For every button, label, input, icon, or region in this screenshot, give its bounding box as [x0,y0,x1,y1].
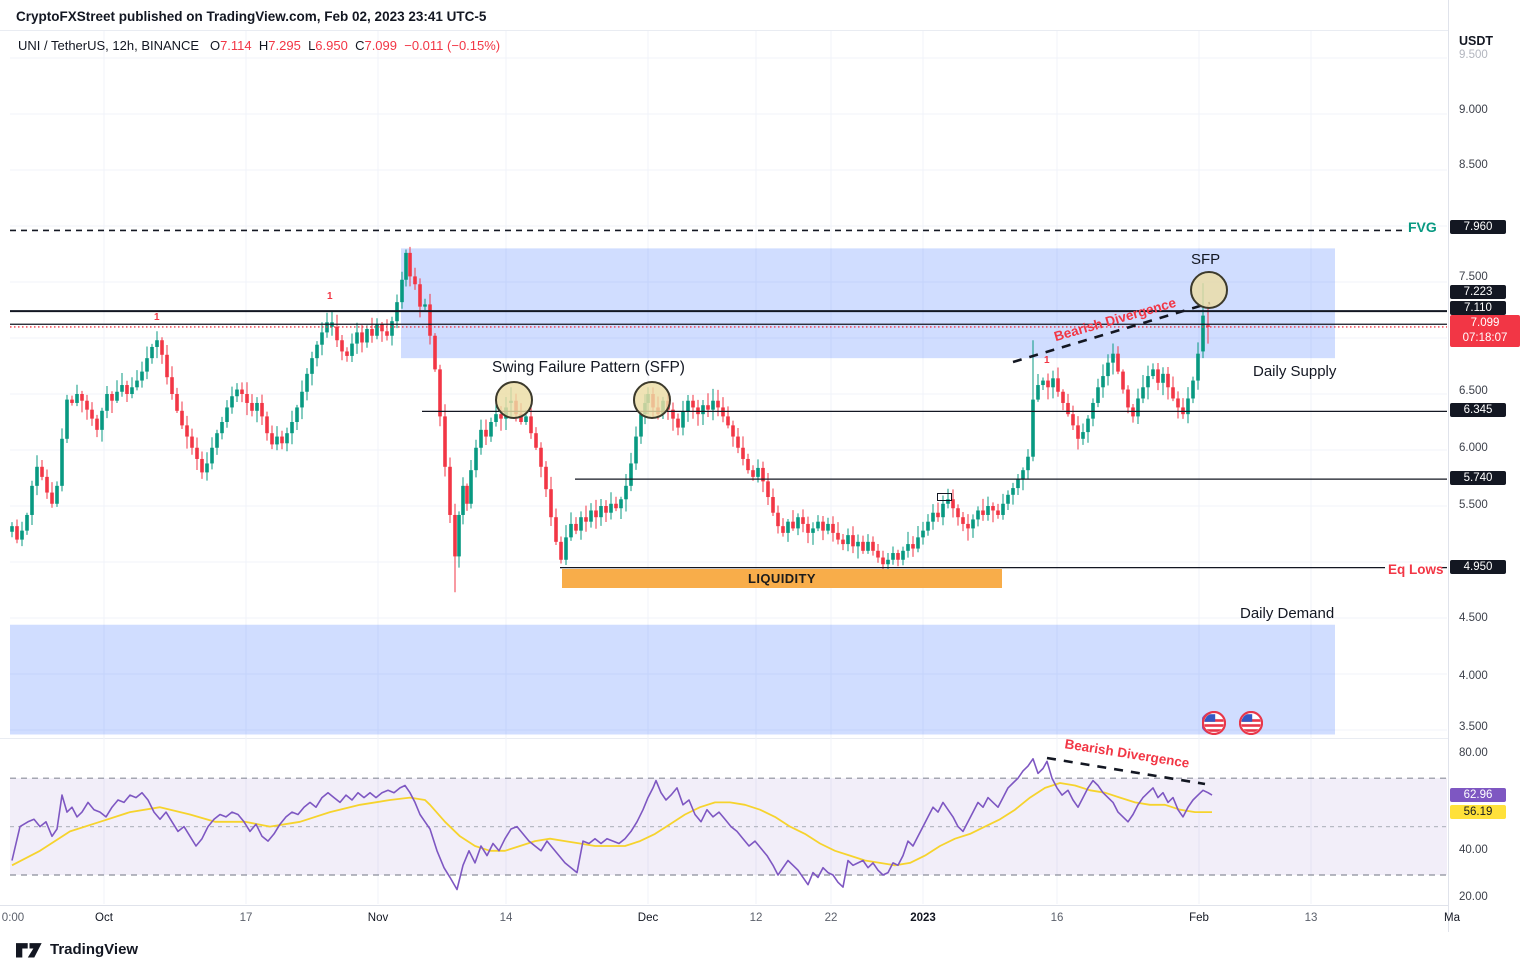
price-line-badge: 6.345 [1450,403,1506,417]
open-label: O [209,38,221,53]
marker-one-2: 1 [327,291,333,302]
time-axis-tick: Nov [367,912,389,924]
daily-supply-label: Daily Supply [1253,363,1337,380]
time-axis-tick: 0:00 [1,912,25,924]
time-axis-tick: Dec [637,912,659,924]
symbol-name: UNI / TetherUS, 12h, BINANCE [18,38,200,53]
open-value: 7.114 [220,38,252,53]
time-axis[interactable]: 0:00 Oct 17 Nov 14 Dec 12 22 2023 16 Feb 13 Ma [0,905,1460,933]
time-axis-tick: Oct [95,912,113,924]
marker-one-3: 1 [1044,355,1050,366]
marker-one-1: 1 [154,312,160,323]
high-label: H [258,38,269,53]
change-value: −0.011 (−0.15%) [404,38,501,53]
time-axis-tick: 12 [749,912,763,924]
rsi-value-badge: 56.19 [1450,805,1506,819]
low-label: L [308,38,316,53]
price-line-badge: 5.740 [1450,471,1506,485]
sfp-circle-1 [495,381,533,419]
tradingview-logo[interactable]: TradingView [16,939,138,959]
price-line-badge: 7.960 [1450,220,1506,234]
sfp-label-top: SFP [1191,251,1221,268]
price-axis-label: 9.500 [1459,49,1488,61]
time-axis-tick: 13 [1304,912,1318,924]
daily-demand-label: Daily Demand [1240,605,1335,622]
price-axis-label: 9.000 [1459,104,1488,116]
rsi-axis-label: 40.00 [1459,844,1488,856]
price-line-badge: 7.223 [1450,285,1506,299]
sfp-circle-2 [633,381,671,419]
price-axis-label: 8.500 [1459,159,1488,171]
close-value: 7.099 [364,38,398,53]
close-label: C [355,38,365,53]
swing-failure-label: Swing Failure Pattern (SFP) [492,359,685,376]
eq-lows-label: Eq Lows [1388,562,1444,577]
time-axis-tick: 14 [499,912,513,924]
liquidity-box: LIQUIDITY [562,569,1002,588]
rsi-value-badge: 62.96 [1450,788,1506,802]
currency-label: USDT [1459,34,1494,48]
price-axis-label: 6.500 [1459,385,1488,397]
price-axis-label: 3.500 [1459,721,1488,733]
fvg-label: FVG [1408,219,1437,235]
last-price-badge: 7.099 07:18:07 [1450,315,1520,347]
price-axis-label: 6.000 [1459,442,1488,454]
time-axis-tick: 17 [239,912,253,924]
rsi-axis-label: 20.00 [1459,891,1488,903]
liquidity-label: LIQUIDITY [748,571,816,586]
low-value: 6.950 [315,38,348,53]
sfp-circle-3 [1190,271,1228,309]
time-axis-tick: 16 [1050,912,1064,924]
price-line-badge: 4.950 [1450,560,1506,574]
time-axis-tick: Ma [1444,912,1460,924]
price-axis-label: 4.500 [1459,612,1488,624]
tradingview-logo-icon [16,943,42,958]
price-axis-label: 7.500 [1459,271,1488,283]
rsi-axis-label: 80.00 [1459,747,1488,759]
high-value: 7.295 [268,38,301,53]
tradingview-logo-text: TradingView [50,940,139,958]
publication-header: CryptoFXStreet published on TradingView.… [16,9,487,24]
us-flag-event-icon-1[interactable] [1200,710,1227,736]
time-axis-tick: Feb [1189,912,1209,924]
us-flag-event-icon-2[interactable] [1238,710,1264,736]
symbol-legend[interactable]: UNI / TetherUS, 12h, BINANCE O7.114 H7.2… [18,38,500,53]
price-axis-label: 4.000 [1459,670,1488,682]
price-axis-label: 5.500 [1459,499,1488,511]
price-line-badge: 7.110 [1450,301,1506,315]
time-axis-tick: 22 [824,912,838,924]
chart-canvas[interactable] [0,0,1448,905]
time-axis-tick: 2023 [910,912,936,924]
price-axis[interactable]: USDT 9.500 9.000 8.500 7.500 6.500 6.000 5.500… [1448,0,1536,932]
drawing-anchor-rect [937,493,952,501]
